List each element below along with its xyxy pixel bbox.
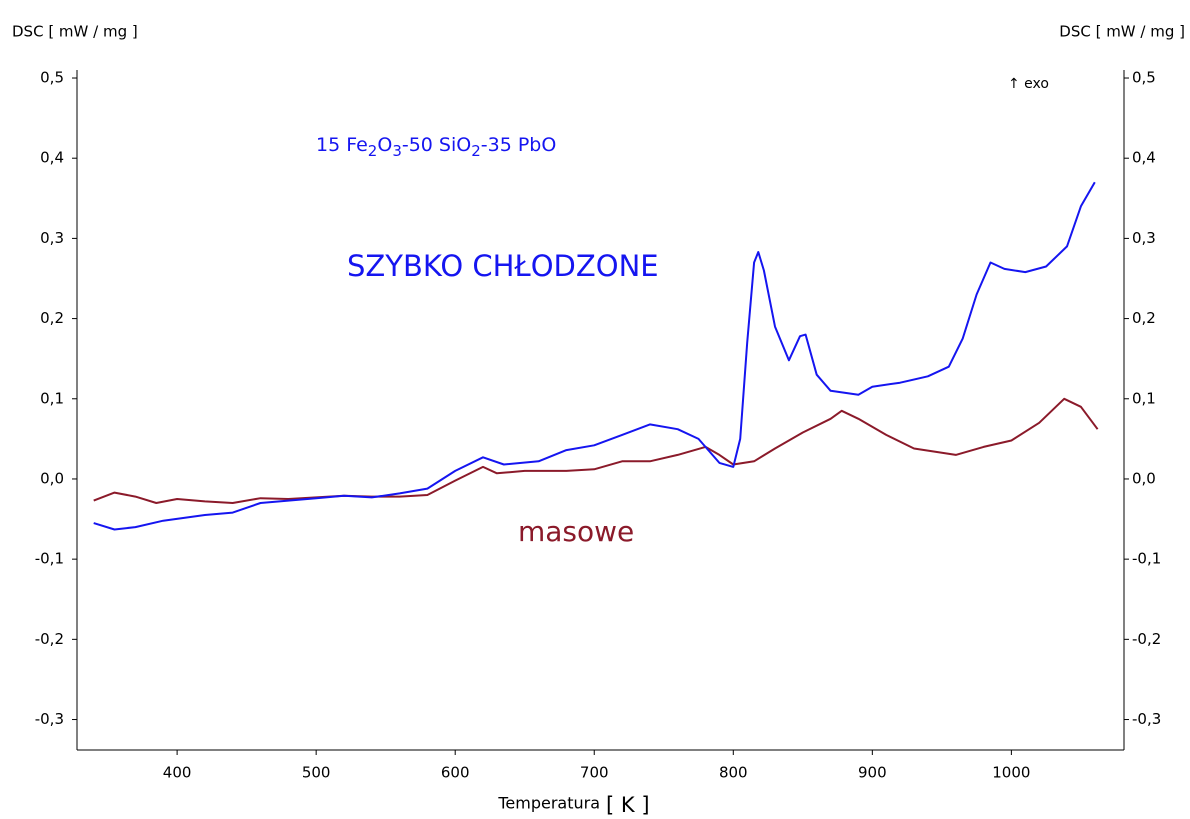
- y-tick-label: 0,5: [40, 69, 64, 87]
- series-line: [93, 181, 1096, 531]
- y-tick-label: -0,2: [35, 630, 64, 648]
- annotation: ↑ exo: [1008, 76, 1049, 92]
- y2-tick-label: 0,5: [1132, 69, 1156, 87]
- y-tick-label: -0,1: [35, 550, 64, 568]
- formula-part: 15 Fe: [316, 134, 368, 156]
- y-tick-label: 0,2: [40, 309, 64, 327]
- series-label: masowe: [518, 515, 634, 548]
- x-tick-label: 1000: [992, 764, 1030, 782]
- y-tick-label: 0,3: [40, 229, 64, 247]
- y2-tick-label: -0,1: [1132, 550, 1161, 568]
- y-tick-label: 0,0: [40, 469, 64, 487]
- formula-part: O: [377, 134, 392, 156]
- y2-axis-label: DSC [ mW / mg ]: [1059, 23, 1185, 41]
- y2-tick-label: 0,2: [1132, 309, 1156, 327]
- y2-tick-label: 0,4: [1132, 149, 1156, 167]
- y-axis-label: DSC [ mW / mg ]: [12, 23, 138, 41]
- formula: 15 Fe2O3-50 SiO2-35 PbO: [316, 134, 556, 160]
- series-label: SZYBKO CHŁODZONE: [347, 249, 659, 283]
- y2-tick-label: 0,3: [1132, 229, 1156, 247]
- subscript: 2: [368, 142, 378, 160]
- x-tick-label: 800: [719, 764, 748, 782]
- x-tick-label: 900: [858, 764, 887, 782]
- formula-part: -35 PbO: [481, 134, 557, 156]
- x-tick-label: 600: [441, 764, 470, 782]
- y2-tick-label: -0,3: [1132, 710, 1161, 728]
- y2-tick-label: 0,1: [1132, 389, 1156, 407]
- x-axis-unit: [ K ]: [606, 793, 650, 817]
- formula-part: -50 SiO: [402, 134, 471, 156]
- y-tick-label: 0,1: [40, 389, 64, 407]
- y2-tick-label: 0,0: [1132, 469, 1156, 487]
- subscript: 3: [392, 142, 402, 160]
- subscript: 2: [471, 142, 481, 160]
- x-axis-label: Temperatura: [497, 794, 600, 813]
- x-tick-label: 700: [580, 764, 609, 782]
- y2-tick-label: -0,2: [1132, 630, 1161, 648]
- y-tick-label: -0,3: [35, 710, 64, 728]
- y-tick-label: 0,4: [40, 149, 64, 167]
- x-tick-label: 500: [302, 764, 331, 782]
- x-tick-label: 400: [163, 764, 192, 782]
- series-line: [93, 397, 1099, 504]
